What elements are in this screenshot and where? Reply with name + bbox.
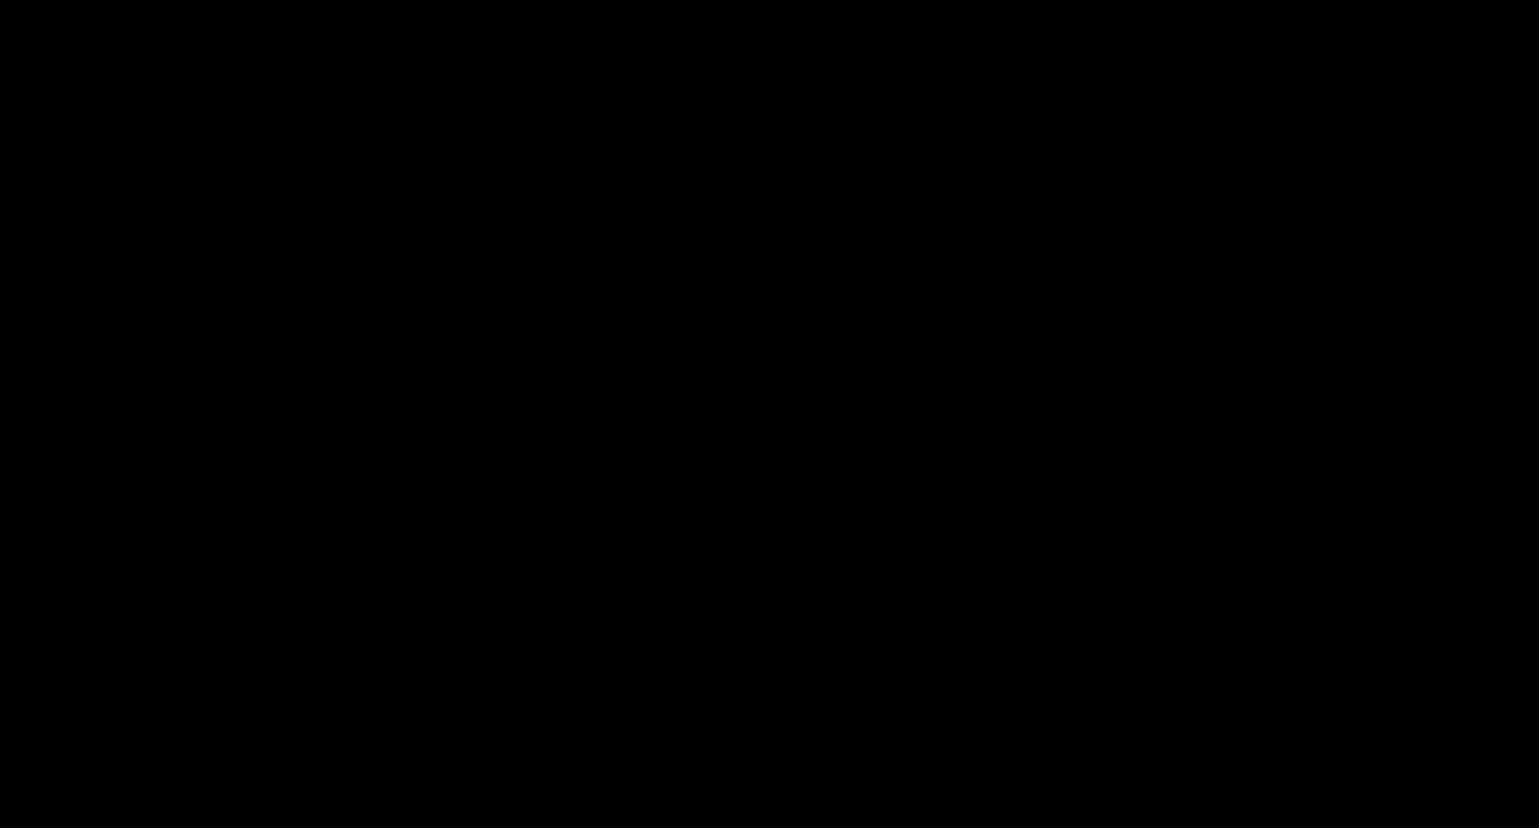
symbol-ohlc-label: [8, 4, 46, 18]
